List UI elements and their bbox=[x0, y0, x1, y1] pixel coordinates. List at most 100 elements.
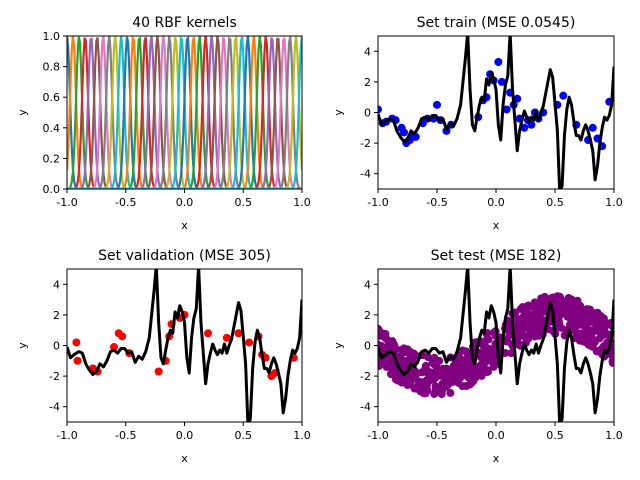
x-tick-label: -0.5 bbox=[426, 196, 447, 209]
data-point bbox=[399, 348, 408, 357]
x-tick-label: 0.5 bbox=[546, 429, 564, 442]
x-tick-label: 0.0 bbox=[176, 429, 194, 442]
x-tick-label: 0.5 bbox=[235, 429, 253, 442]
train-points bbox=[378, 36, 614, 189]
data-point bbox=[442, 364, 451, 373]
y-tick-label: -4 bbox=[360, 401, 371, 414]
y-tick-label: -4 bbox=[49, 401, 60, 414]
data-point bbox=[588, 123, 597, 132]
data-point bbox=[416, 378, 425, 387]
y-axis-label: y bbox=[332, 342, 345, 349]
y-tick-label: -2 bbox=[49, 370, 60, 383]
x-tick-label: -0.5 bbox=[115, 196, 136, 209]
data-point bbox=[480, 356, 489, 365]
x-tick-label: -1.0 bbox=[56, 429, 77, 442]
kernel-curve bbox=[67, 37, 302, 189]
y-tick-label: -4 bbox=[360, 168, 371, 181]
x-ticks: -1.0 -0.5 0.0 0.5 1.0 bbox=[56, 422, 311, 442]
x-tick-label: 0.5 bbox=[546, 196, 564, 209]
panel-validation: -1.0 -0.5 0.0 0.5 1.0 -4 -2 0 2 4 Set validation… bbox=[16, 248, 311, 465]
data-point bbox=[421, 389, 430, 398]
y-tick-label: 0.6 bbox=[43, 91, 61, 104]
data-point bbox=[562, 310, 571, 319]
kernel-curve bbox=[67, 36, 302, 189]
data-point bbox=[539, 297, 548, 306]
data-point bbox=[513, 94, 522, 103]
data-point bbox=[520, 123, 529, 132]
data-point bbox=[457, 370, 466, 379]
chart-title: Set validation (MSE 305) bbox=[98, 248, 271, 264]
y-tick-label: 0.8 bbox=[43, 61, 61, 74]
y-ticks: 0.0 0.2 0.4 0.6 0.8 1.0 bbox=[43, 30, 67, 196]
data-point bbox=[154, 367, 163, 376]
model-fit-line bbox=[67, 269, 302, 422]
x-tick-label: -1.0 bbox=[367, 196, 388, 209]
axes-frame bbox=[66, 268, 303, 423]
x-axis-label: x bbox=[493, 452, 500, 465]
y-ticks: -4 -2 0 2 4 bbox=[49, 278, 67, 414]
data-point bbox=[556, 304, 565, 313]
data-point bbox=[464, 350, 473, 359]
data-point bbox=[530, 332, 539, 341]
data-point bbox=[449, 372, 458, 381]
data-point bbox=[449, 361, 458, 370]
kernel-curve bbox=[67, 36, 302, 189]
panel-test: -1.0 -0.5 0.0 0.5 1.0 -4 -2 0 2 4 Set test (MSE … bbox=[332, 248, 623, 465]
x-tick-label: -1.0 bbox=[367, 429, 388, 442]
x-tick-label: -0.5 bbox=[426, 429, 447, 442]
x-axis-label: x bbox=[181, 219, 188, 232]
data-point bbox=[464, 373, 473, 382]
data-point bbox=[572, 313, 581, 322]
data-point bbox=[378, 332, 383, 341]
y-axis-label: y bbox=[16, 342, 29, 349]
y-tick-label: 4 bbox=[53, 278, 60, 291]
data-point bbox=[118, 332, 127, 341]
y-tick-label: 4 bbox=[364, 278, 371, 291]
data-point bbox=[484, 350, 493, 359]
x-tick-label: 0.0 bbox=[176, 196, 194, 209]
y-tick-label: 0.2 bbox=[43, 152, 61, 165]
data-point bbox=[73, 356, 82, 365]
data-point bbox=[482, 365, 491, 374]
data-point bbox=[524, 334, 533, 343]
data-point bbox=[423, 353, 432, 362]
data-point bbox=[428, 371, 437, 380]
data-point bbox=[436, 368, 445, 377]
data-point bbox=[480, 341, 489, 350]
data-point bbox=[556, 310, 565, 319]
y-tick-label: 2 bbox=[364, 309, 371, 322]
kernel-curve bbox=[67, 36, 302, 189]
data-point bbox=[405, 379, 414, 388]
data-point bbox=[554, 319, 563, 328]
data-point bbox=[408, 349, 417, 358]
data-point bbox=[417, 368, 426, 377]
kernel-curve bbox=[67, 36, 302, 189]
x-tick-label: -0.5 bbox=[115, 429, 136, 442]
y-tick-label: 0 bbox=[53, 340, 60, 353]
model-fit-line bbox=[378, 36, 614, 189]
data-point bbox=[430, 389, 439, 398]
y-tick-label: 2 bbox=[53, 309, 60, 322]
x-tick-label: 0.0 bbox=[487, 196, 505, 209]
chart-title: Set test (MSE 182) bbox=[431, 248, 562, 264]
data-point bbox=[532, 320, 541, 329]
data-point bbox=[437, 390, 446, 399]
data-point bbox=[596, 311, 605, 320]
data-point bbox=[204, 329, 212, 338]
data-point bbox=[390, 340, 399, 349]
y-tick-label: 0.0 bbox=[43, 183, 61, 196]
data-point bbox=[72, 338, 81, 347]
y-tick-label: -2 bbox=[360, 137, 371, 150]
data-point bbox=[522, 310, 531, 319]
y-tick-label: 0 bbox=[364, 340, 371, 353]
data-point bbox=[596, 322, 605, 331]
y-axis-label: y bbox=[16, 109, 29, 116]
x-tick-label: -1.0 bbox=[56, 196, 77, 209]
data-point bbox=[525, 326, 534, 335]
data-point bbox=[378, 105, 382, 114]
data-point bbox=[519, 303, 528, 312]
panel-train: -1.0 -0.5 0.0 0.5 1.0 -4 -2 0 2 4 Set train (MSE… bbox=[332, 15, 623, 232]
data-point bbox=[222, 333, 231, 342]
data-point bbox=[410, 366, 419, 375]
